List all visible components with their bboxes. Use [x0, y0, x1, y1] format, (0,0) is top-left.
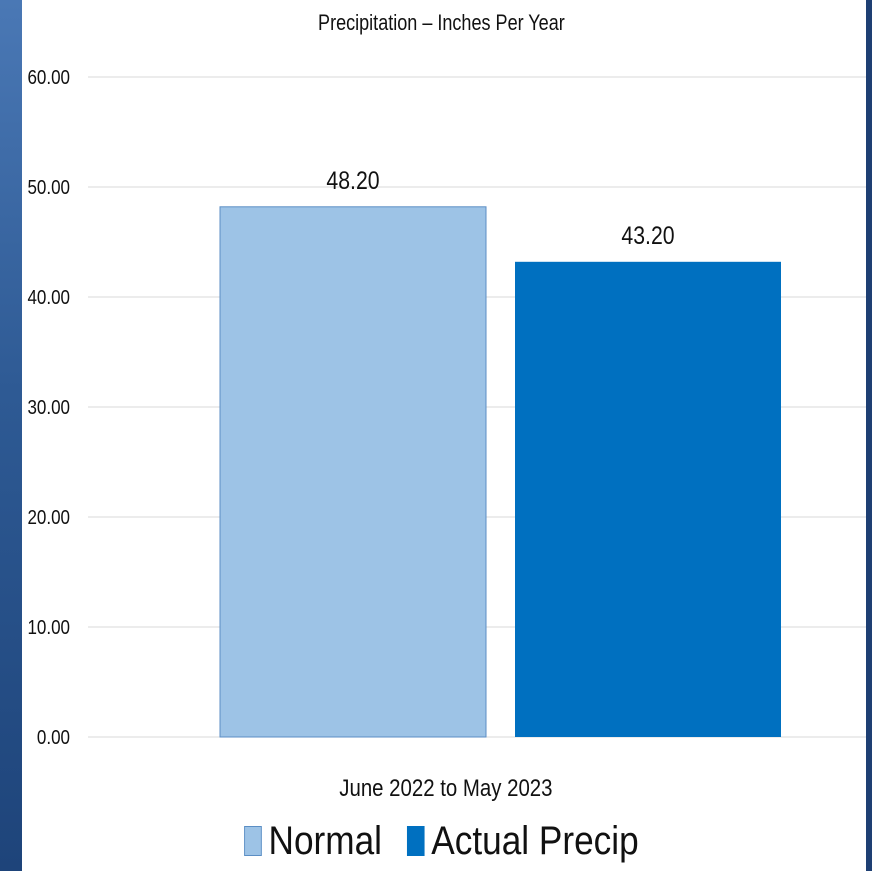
data-label-actual-precip: 43.20	[621, 221, 674, 249]
y-tick-label: 50.00	[27, 176, 70, 199]
legend-swatch-normal	[243, 826, 262, 856]
legend-swatch-actual	[406, 826, 425, 856]
y-tick-label: 10.00	[27, 616, 70, 639]
bars	[219, 206, 781, 738]
bar-normal	[219, 206, 487, 738]
legend: Normal Actual Precip	[58, 818, 825, 864]
y-axis-ticks: 0.00 10.00 20.00 30.00 40.00 50.00 60.00	[27, 66, 70, 749]
data-labels: 48.20 43.20	[326, 166, 674, 249]
y-tick-label: 0.00	[37, 726, 70, 749]
y-tick-label: 20.00	[27, 506, 70, 529]
y-tick-label: 60.00	[27, 66, 70, 89]
x-category-label: June 2022 to May 2023	[339, 775, 553, 802]
bar-actual-precip	[515, 261, 781, 737]
legend-label-actual: Actual Precip	[431, 819, 639, 863]
legend-item-actual: Actual Precip	[406, 818, 639, 864]
data-label-normal: 48.20	[326, 166, 379, 194]
legend-item-normal: Normal	[243, 818, 382, 864]
right-accent-bar	[866, 0, 872, 871]
y-tick-label: 40.00	[27, 286, 70, 309]
left-accent-bar	[0, 0, 22, 871]
legend-label-normal: Normal	[268, 819, 382, 863]
chart-title: Precipitation – Inches Per Year	[318, 10, 565, 35]
y-tick-label: 30.00	[27, 396, 70, 419]
